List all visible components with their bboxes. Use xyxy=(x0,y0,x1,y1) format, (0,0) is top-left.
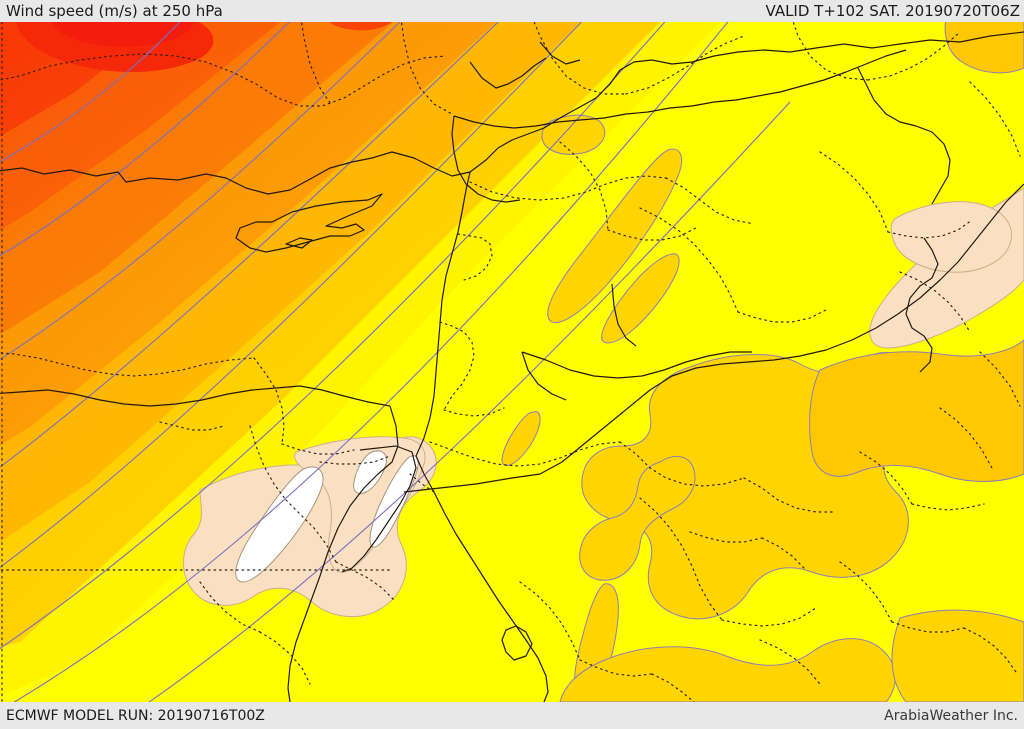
calm-white-suez xyxy=(235,466,324,583)
contour-lines xyxy=(0,22,791,702)
model-run-label: ECMWF MODEL RUN: 20190716T00Z xyxy=(6,707,265,724)
wind-max-east xyxy=(809,339,1024,482)
wind-streak-long xyxy=(547,148,683,324)
jet-core-deep xyxy=(51,22,195,47)
wind-streak-short xyxy=(601,253,680,344)
national-borders xyxy=(0,22,1021,702)
header-bar: Wind speed (m/s) at 250 hPa VALID T+102 … xyxy=(0,0,1024,22)
wind-max-lower-left xyxy=(559,638,896,702)
wind-streak-small xyxy=(501,411,541,467)
footer-bar: ECMWF MODEL RUN: 20190716T00Z ArabiaWeat… xyxy=(0,702,1024,729)
calm-white-nw-sinai xyxy=(353,450,387,495)
wind-speed-map[interactable] xyxy=(0,22,1024,702)
valid-time-label: VALID T+102 SAT. 20190720T06Z xyxy=(765,1,1020,20)
filled-contour-field xyxy=(0,22,1024,702)
page-title: Wind speed (m/s) at 250 hPa xyxy=(6,1,223,20)
calm-peach-east-2 xyxy=(890,201,1012,273)
map-canvas xyxy=(0,22,1024,702)
wind-max-lower-right xyxy=(891,609,1024,702)
coastlines xyxy=(0,31,1024,702)
jet-cell-east xyxy=(329,22,393,31)
credit-label: ArabiaWeather Inc. xyxy=(884,707,1018,724)
wind-max-saudi-west xyxy=(579,455,696,581)
calm-white-aqaba xyxy=(369,455,419,548)
